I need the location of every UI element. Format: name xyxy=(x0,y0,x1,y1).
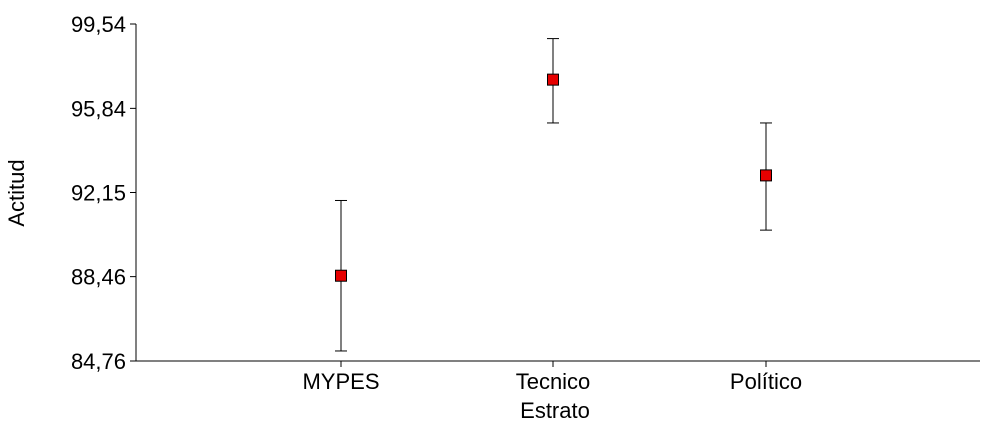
x-axis: MYPES Tecnico Político xyxy=(136,360,980,394)
mean-marker xyxy=(760,169,772,182)
x-axis-title: Estrato xyxy=(520,398,590,423)
y-tick-label: 84,76 xyxy=(71,349,126,374)
y-axis-title: Actitud xyxy=(4,159,29,226)
x-tick-label: Tecnico xyxy=(516,369,591,394)
data-point-político xyxy=(760,122,772,231)
y-tick-label: 99,54 xyxy=(71,12,126,37)
y-tick-label: 95,84 xyxy=(71,96,126,121)
y-axis: 84,76 88,46 92,15 95,84 99,54 xyxy=(71,12,137,374)
x-tick-label: MYPES xyxy=(302,369,379,394)
y-tick-label: 92,15 xyxy=(71,181,126,206)
y-tick-label: 88,46 xyxy=(71,265,126,290)
mean-marker xyxy=(547,73,559,86)
x-tick-label: Político xyxy=(730,369,802,394)
data-point-mypes xyxy=(335,199,347,352)
data-marks xyxy=(335,38,772,352)
data-point-tecnico xyxy=(547,38,559,124)
mean-marker xyxy=(335,269,347,282)
